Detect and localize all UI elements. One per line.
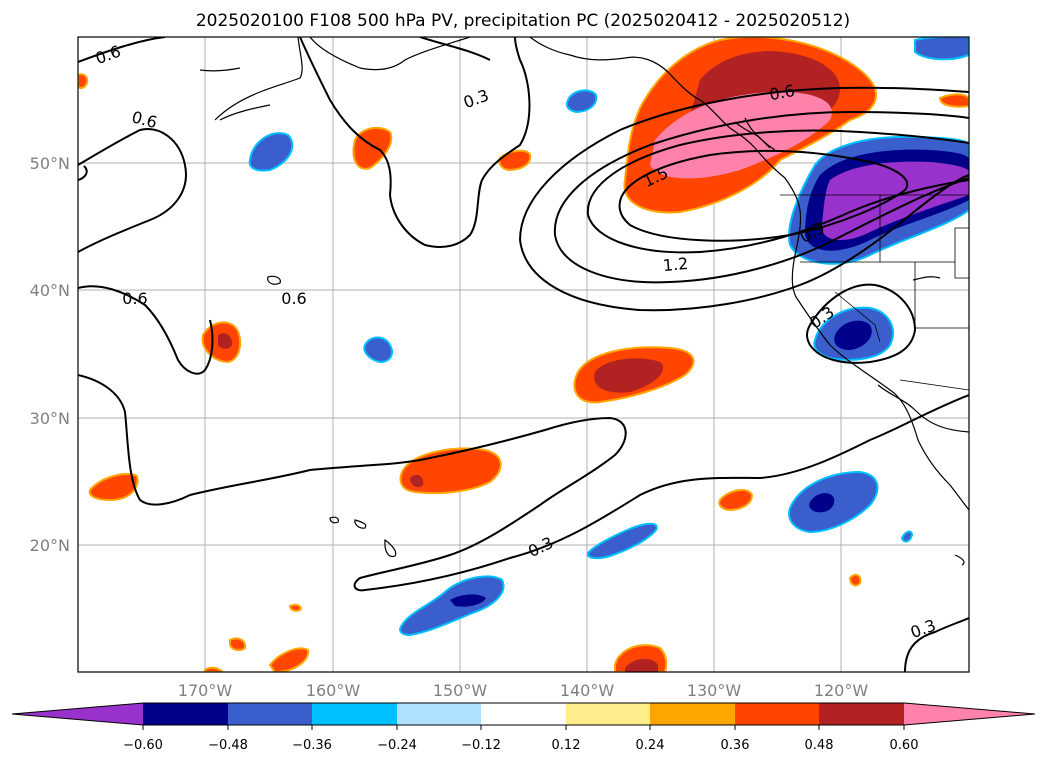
- lon-labels: 170°W 160°W 150°W 140°W 130°W 120°W: [178, 681, 869, 700]
- colorbar-tick-label: −0.48: [208, 738, 248, 753]
- precip-blob-topright-neg: [914, 37, 969, 61]
- lon-label-170w: 170°W: [178, 681, 233, 700]
- lon-label-130w: 130°W: [687, 681, 742, 700]
- map-panel: 0.6 0.6 0.3 0.6 0.6 0.6 1.5 1.2 0.9 0.3 …: [77, 36, 970, 673]
- pv-contour-0.3-se: [904, 617, 969, 672]
- colorbar-segment: [481, 703, 566, 725]
- colorbar-extend-high: [904, 703, 1035, 725]
- lat-labels: 50°N 40°N 30°N 20°N: [30, 154, 70, 555]
- pv-contour-0.6-topleft: [78, 37, 166, 63]
- map-title: 2025020100 F108 500 hPa PV, precipitatio…: [196, 11, 850, 31]
- lon-label-150w: 150°W: [433, 681, 488, 700]
- precip-blob-120w-23n-neg-core: [809, 493, 835, 513]
- lat-label-40n: 40°N: [30, 281, 70, 300]
- colorbar-segment: [228, 703, 312, 725]
- precip-blob-171w-8n: [204, 666, 224, 672]
- precip-blob-144w-50n: [498, 149, 532, 172]
- colorbar-segment: [312, 703, 397, 725]
- lon-label-160w: 160°W: [306, 681, 361, 700]
- precip-blob-163w-12n: [268, 647, 310, 672]
- pv-contour-ring-3: [586, 129, 969, 216]
- contour-label: 0.6: [281, 289, 306, 308]
- colorbar-segment: [735, 703, 819, 725]
- precip-blob-167w-13n: [229, 637, 247, 652]
- precip-blob-nw-us-neg-core: [821, 161, 969, 241]
- precip-blob-128w-23n: [718, 488, 754, 512]
- pv-contour-0.6-small-left: [78, 165, 88, 181]
- contour-labels: 0.6 0.6 0.3 0.6 0.6 0.6 1.5 1.2 0.9 0.3 …: [93, 42, 938, 643]
- lon-label-140w: 140°W: [560, 681, 615, 700]
- pv-contour-ring-4: [618, 149, 909, 242]
- precip-blob-161w-15n: [288, 603, 302, 612]
- lat-label-30n: 30°N: [30, 409, 70, 428]
- precip-blob-150w-16n-neg-core: [450, 594, 486, 607]
- colorbar-tick-label: 0.48: [805, 738, 834, 753]
- contour-label: 1.2: [662, 254, 689, 275]
- precipitation-shading: [78, 37, 969, 672]
- colorbar-tick-label: −0.12: [461, 738, 501, 753]
- coastlines: [199, 37, 969, 566]
- pv-contour-ring-outer: [519, 86, 969, 241]
- colorbar-segment: [650, 703, 735, 725]
- precip-blob-152w-27n-core: [410, 474, 424, 488]
- pv-contour-0.3-south: [78, 374, 969, 592]
- colorbar-tick-label: −0.24: [377, 738, 417, 753]
- pv-contour-0.6-lower-left: [78, 285, 214, 375]
- pv-contour-0.6-left: [78, 128, 187, 253]
- precip-blob-170w-37n-core: [218, 333, 233, 349]
- colorbar-tick-label: −0.60: [123, 738, 163, 753]
- colorbar: −0.60 −0.48 −0.36 −0.24 −0.12 0.12 0.24 …: [11, 702, 1036, 753]
- pv-contour-0.3-ca: [806, 283, 917, 364]
- pv-contour-ring-2: [553, 110, 969, 236]
- precip-blob-170w-54n: [78, 73, 89, 89]
- colorbar-ticks: [142, 725, 905, 730]
- lon-label-120w: 120°W: [814, 681, 869, 700]
- pv-contour-0.3-nearhigh: [419, 37, 491, 61]
- colorbar-tick-label: 0.60: [890, 738, 919, 753]
- lat-label-50n: 50°N: [30, 154, 70, 173]
- colorbar-segment: [397, 703, 481, 725]
- colorbar-tick-labels: −0.60 −0.48 −0.36 −0.24 −0.12 0.12 0.24 …: [123, 738, 918, 753]
- colorbar-extend-low: [12, 703, 143, 725]
- colorbar-tick-label: 0.24: [636, 738, 665, 753]
- colorbar-segment: [819, 703, 904, 725]
- pv-contours: [78, 37, 969, 672]
- precip-blob-156w-36n-neg: [363, 336, 393, 364]
- lat-label-20n: 20°N: [30, 536, 70, 555]
- colorbar-tick-label: 0.36: [721, 738, 750, 753]
- precip-blob-topright: [938, 93, 969, 108]
- precip-blob-ca-neg-core: [834, 320, 872, 350]
- pv-contour-ring-outer-lower: [519, 174, 969, 312]
- precip-blob-136w-10n-core: [625, 658, 658, 672]
- colorbar-segment: [566, 703, 650, 725]
- colorbar-tick-label: 0.12: [552, 738, 581, 753]
- contour-label: 0.6: [768, 81, 796, 104]
- pv-contour-0.6-center: [299, 37, 531, 248]
- precip-blob-114w-21n-neg: [900, 530, 914, 543]
- pv-contour-ring-3-lower: [587, 179, 969, 254]
- precip-blob-150w-16n-neg: [399, 575, 505, 637]
- contour-label: 0.6: [122, 289, 147, 308]
- map-frame: [77, 36, 970, 673]
- precip-blob-138w-33n-core: [594, 358, 664, 393]
- precip-blob-163w-50n-neg: [248, 132, 294, 172]
- precip-blob-141w-55n-neg: [565, 89, 598, 114]
- precip-blob-177w-24n: [88, 472, 139, 502]
- colorbar-tick-label: −0.36: [292, 738, 332, 753]
- precip-blob-138w-20n-neg: [586, 522, 658, 560]
- precip-blob-118w-17n: [848, 573, 862, 587]
- colorbar-segment: [143, 703, 228, 725]
- pv-contour-ring-2-lower: [554, 177, 969, 284]
